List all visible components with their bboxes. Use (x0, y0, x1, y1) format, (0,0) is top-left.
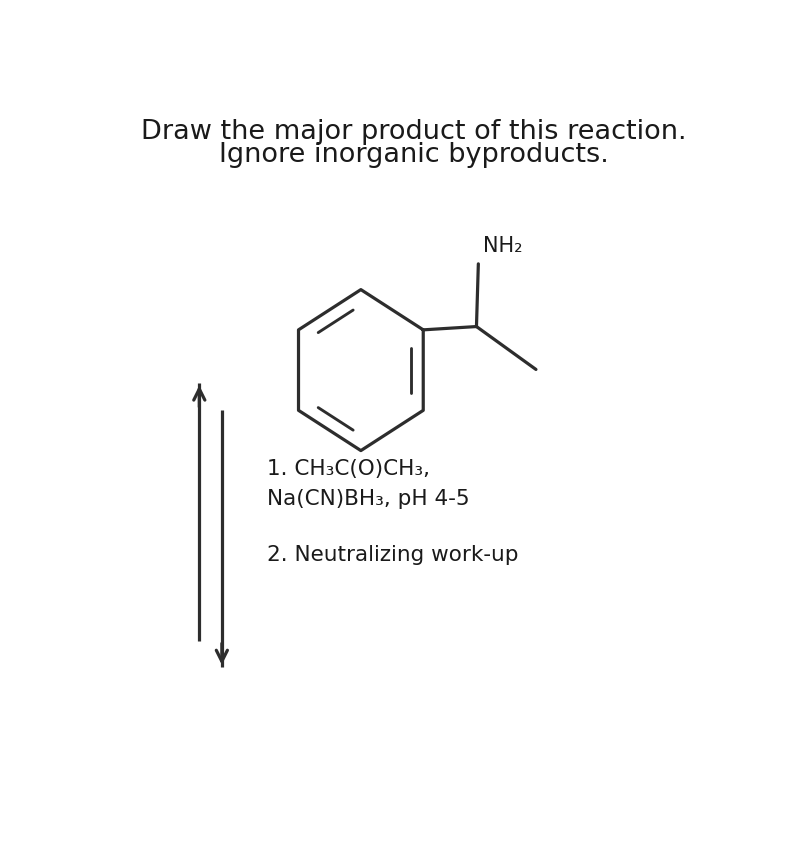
Text: NH₂: NH₂ (483, 236, 523, 256)
Text: Ignore inorganic byproducts.: Ignore inorganic byproducts. (219, 142, 609, 169)
Text: 1. CH₃C(O)CH₃,: 1. CH₃C(O)CH₃, (267, 459, 430, 479)
Text: Na(CN)BH₃, pH 4-5: Na(CN)BH₃, pH 4-5 (267, 488, 469, 509)
Text: 2. Neutralizing work-up: 2. Neutralizing work-up (267, 545, 519, 565)
Text: Draw the major product of this reaction.: Draw the major product of this reaction. (141, 119, 687, 146)
